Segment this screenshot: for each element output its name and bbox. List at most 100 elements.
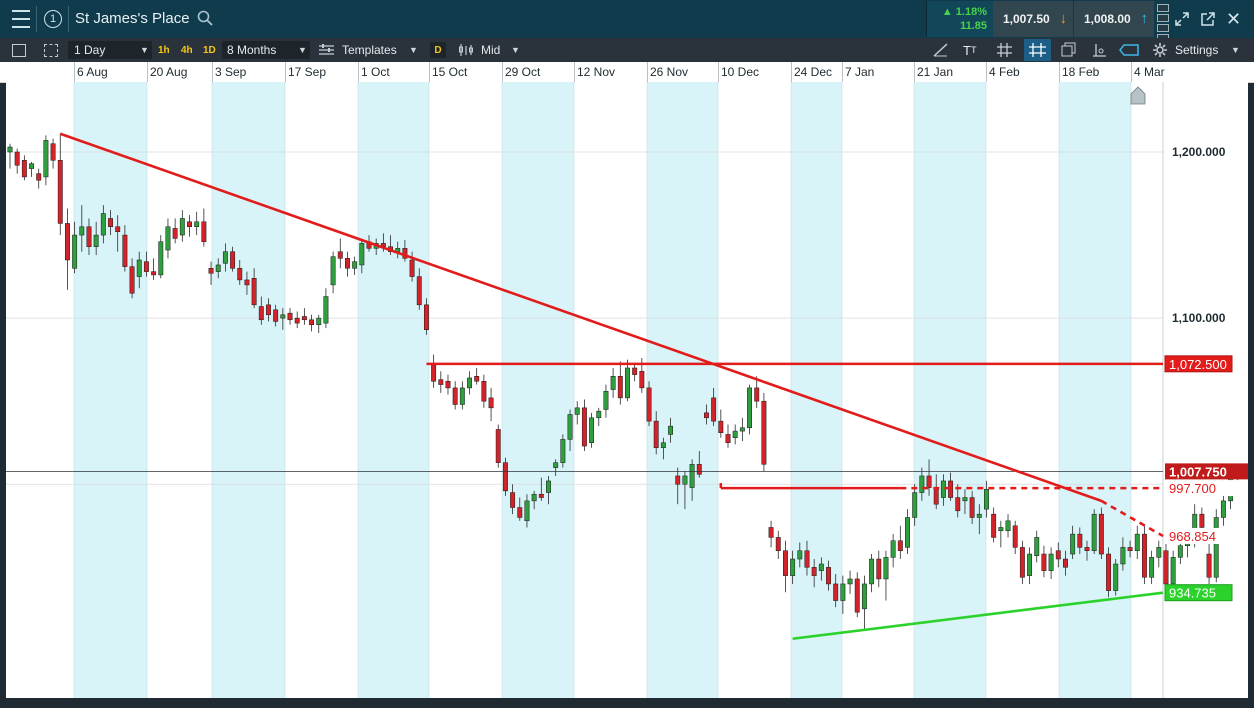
candle[interactable] <box>581 407 587 447</box>
timeframe-1h-button[interactable]: 1h <box>158 44 170 56</box>
candle[interactable] <box>782 550 788 576</box>
candle[interactable] <box>1091 513 1097 551</box>
candle[interactable] <box>1149 557 1155 578</box>
scroll-end-marker-icon[interactable] <box>1130 86 1146 105</box>
candle[interactable] <box>553 462 559 468</box>
candle[interactable] <box>1120 547 1126 565</box>
candle[interactable] <box>488 397 494 409</box>
candle[interactable] <box>179 218 185 236</box>
candle[interactable] <box>1055 550 1061 560</box>
candle[interactable] <box>301 316 307 321</box>
candle[interactable] <box>7 146 13 153</box>
candle[interactable] <box>72 234 78 269</box>
candle[interactable] <box>589 417 595 443</box>
gear-icon[interactable] <box>1152 42 1169 58</box>
candle[interactable] <box>215 264 221 272</box>
candle[interactable] <box>919 475 925 493</box>
candle[interactable] <box>617 376 623 399</box>
candle[interactable] <box>1005 520 1011 532</box>
candle[interactable] <box>560 439 566 463</box>
candle[interactable] <box>115 226 121 232</box>
candle[interactable] <box>187 221 192 228</box>
candle[interactable] <box>359 243 365 266</box>
d-button[interactable]: D <box>430 42 446 58</box>
sell-button[interactable]: 1,007.50 ↓ <box>993 1 1073 37</box>
candle[interactable] <box>1077 533 1083 548</box>
candle[interactable] <box>660 442 666 448</box>
candle[interactable] <box>294 317 300 324</box>
interval-select[interactable]: 1 Day ▼ <box>68 41 152 59</box>
price-type-button[interactable]: Mid <box>481 43 501 57</box>
candle[interactable] <box>1206 553 1212 578</box>
candle[interactable] <box>739 427 745 432</box>
candle[interactable] <box>718 420 724 434</box>
candle[interactable] <box>64 223 70 261</box>
candle[interactable] <box>869 558 875 585</box>
candle[interactable] <box>172 228 178 239</box>
search-icon[interactable] <box>197 10 213 26</box>
market-depth-icon[interactable] <box>1157 4 1169 42</box>
candle[interactable] <box>668 425 674 435</box>
candle[interactable] <box>883 557 889 580</box>
candle[interactable] <box>574 407 580 415</box>
candle[interactable] <box>122 234 128 267</box>
timeframe-4h-button[interactable]: 4h <box>181 44 193 56</box>
candle[interactable] <box>804 550 810 568</box>
candle[interactable] <box>143 261 149 272</box>
candle[interactable] <box>1070 533 1076 555</box>
layout-icon[interactable] <box>12 38 26 62</box>
candle[interactable] <box>517 507 523 518</box>
candle[interactable] <box>991 513 997 538</box>
candle[interactable] <box>962 497 968 502</box>
candle[interactable] <box>955 497 961 512</box>
candle[interactable] <box>222 251 228 264</box>
chevron-down-icon[interactable]: ▼ <box>511 45 520 55</box>
candle[interactable] <box>1220 500 1226 518</box>
candle[interactable] <box>1098 513 1104 555</box>
candle[interactable] <box>1048 553 1054 571</box>
trendline[interactable] <box>1100 499 1164 538</box>
candle[interactable] <box>502 462 508 492</box>
candle[interactable] <box>797 550 803 560</box>
candle[interactable] <box>711 397 717 422</box>
candle[interactable] <box>1177 545 1183 558</box>
candle[interactable] <box>158 241 164 276</box>
candle[interactable] <box>1134 533 1140 551</box>
candle[interactable] <box>1012 525 1018 548</box>
candle[interactable] <box>1063 558 1068 568</box>
grid-layout-icon[interactable] <box>44 38 58 62</box>
candle[interactable] <box>933 487 939 505</box>
candle[interactable] <box>201 221 207 242</box>
candle[interactable] <box>531 493 537 502</box>
candle[interactable] <box>273 309 279 322</box>
candle[interactable] <box>754 387 760 402</box>
candle[interactable] <box>495 429 501 463</box>
candle[interactable] <box>826 567 831 585</box>
candle[interactable] <box>1156 547 1162 558</box>
candle[interactable] <box>768 527 774 538</box>
price-label-icon[interactable] <box>1118 42 1142 58</box>
candle[interactable] <box>905 517 910 548</box>
candle[interactable] <box>423 304 429 331</box>
popout-icon[interactable] <box>1200 11 1216 27</box>
candle[interactable] <box>345 258 350 269</box>
candle[interactable] <box>675 475 681 485</box>
period-select[interactable]: 8 Months ▼ <box>222 41 310 59</box>
candle[interactable] <box>244 279 250 286</box>
candle[interactable] <box>93 234 99 247</box>
candle[interactable] <box>136 259 142 277</box>
price-chart[interactable]: 1,200.0001,100.0001,000.0001,072.500997.… <box>0 82 1254 702</box>
candle[interactable] <box>682 475 688 485</box>
candle[interactable] <box>761 400 767 465</box>
candle[interactable] <box>1127 547 1133 551</box>
candle[interactable] <box>43 140 49 178</box>
trendline[interactable] <box>59 132 1102 503</box>
candle[interactable] <box>79 226 85 236</box>
candle[interactable] <box>474 376 480 382</box>
candle[interactable] <box>266 304 271 316</box>
candle[interactable] <box>998 527 1004 532</box>
candle[interactable] <box>861 583 867 610</box>
candle[interactable] <box>230 251 236 269</box>
buy-button[interactable]: 1,008.00 ↑ <box>1074 1 1154 37</box>
menu-icon[interactable] <box>8 6 34 32</box>
